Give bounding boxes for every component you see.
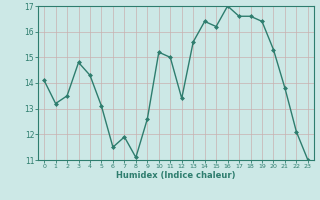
X-axis label: Humidex (Indice chaleur): Humidex (Indice chaleur): [116, 171, 236, 180]
